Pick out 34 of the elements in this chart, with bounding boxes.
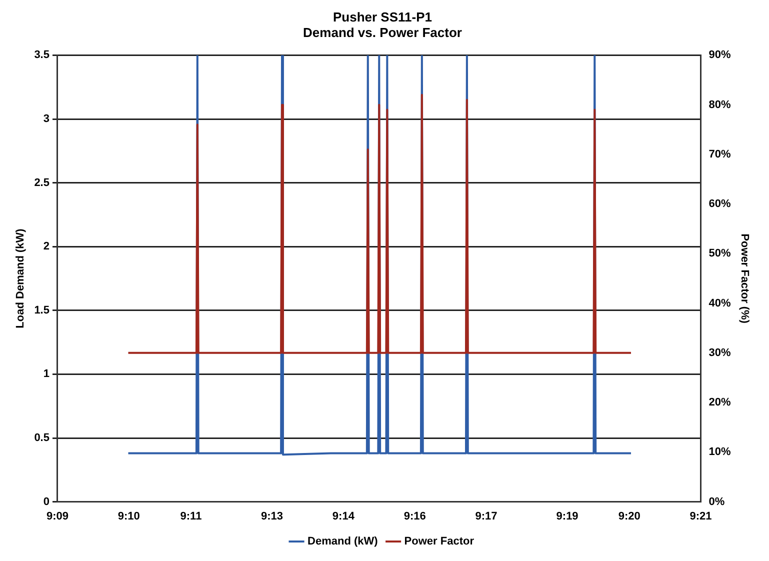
y2-tick-label: 0% bbox=[708, 496, 725, 508]
y-tick-label: 3.5 bbox=[34, 49, 50, 62]
y-axis-title: Load Demand (kW) bbox=[14, 228, 27, 328]
x-tick-label: 9:13 bbox=[261, 510, 284, 522]
y2-axis-title: Power Factor (%) bbox=[738, 234, 750, 324]
x-tick-label: 9:10 bbox=[118, 510, 140, 522]
x-tick-label: 9:17 bbox=[475, 510, 498, 522]
y2-tick-label: 20% bbox=[708, 396, 732, 409]
y2-tick-label: 80% bbox=[708, 98, 732, 111]
x-tick-label: 9:21 bbox=[690, 510, 712, 522]
legend-label: Power Factor bbox=[404, 536, 475, 548]
y2-tick-label: 60% bbox=[708, 198, 732, 210]
y2-tick-label: 10% bbox=[708, 446, 732, 458]
y-tick-label: 2.5 bbox=[34, 176, 50, 189]
y2-tick-label: 70% bbox=[708, 148, 732, 160]
x-tick-label: 9:11 bbox=[180, 510, 202, 522]
y-tick-label: 0.5 bbox=[34, 432, 50, 444]
y-tick-label: 2 bbox=[43, 240, 50, 253]
chart-title: Pusher SS11-P1 bbox=[333, 9, 432, 24]
x-tick-label: 9:14 bbox=[332, 510, 356, 522]
y2-tick-label: 40% bbox=[708, 297, 732, 310]
legend-label: Demand (kW) bbox=[308, 536, 378, 548]
y-tick-label: 0 bbox=[43, 496, 50, 508]
y2-tick-label: 30% bbox=[708, 346, 732, 359]
y-tick-label: 1.5 bbox=[34, 304, 50, 316]
y2-tick-label: 50% bbox=[708, 248, 732, 260]
x-tick-label: 9:09 bbox=[46, 510, 69, 522]
x-tick-label: 9:19 bbox=[556, 510, 578, 522]
y-tick-label: 3 bbox=[43, 113, 50, 126]
x-tick-label: 9:20 bbox=[618, 510, 640, 522]
chart-subtitle: Demand vs. Power Factor bbox=[303, 24, 462, 40]
y2-tick-label: 90% bbox=[708, 49, 732, 62]
y-tick-label: 1 bbox=[43, 368, 50, 380]
x-tick-label: 9:16 bbox=[404, 510, 426, 522]
